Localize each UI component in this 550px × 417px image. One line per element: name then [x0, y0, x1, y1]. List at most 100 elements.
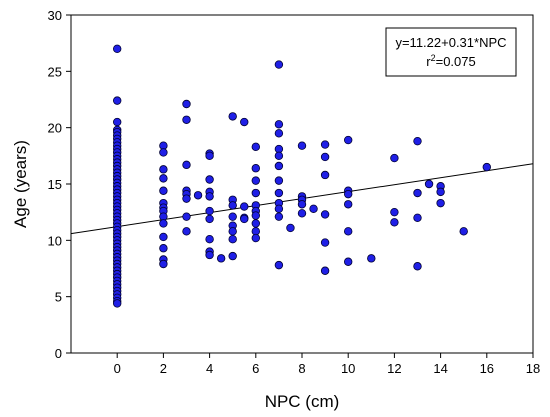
r-squared-value: r2=0.075	[426, 53, 475, 69]
regression-equation: y=11.22+0.31*NPC	[395, 35, 506, 50]
data-point	[240, 214, 249, 224]
data-point	[390, 218, 399, 227]
y-axis-label: Age (years)	[11, 140, 30, 228]
data-point	[274, 176, 284, 185]
data-point	[251, 176, 260, 185]
y-tick-label: 5	[55, 290, 62, 305]
annotation-box	[385, 27, 517, 77]
data-point	[297, 209, 307, 218]
data-point	[182, 212, 191, 221]
data-point	[344, 200, 353, 209]
data-point	[205, 214, 214, 224]
x-tick-label: 8	[298, 361, 305, 376]
data-point	[320, 140, 330, 149]
data-points	[112, 44, 491, 308]
data-point	[320, 238, 330, 247]
data-point	[251, 211, 260, 220]
data-point	[274, 212, 284, 221]
data-point	[320, 210, 330, 219]
data-point	[320, 152, 330, 162]
y-axis-ticks: 0 5 10 15 20 25 30	[48, 8, 71, 361]
x-tick-label: 6	[252, 361, 259, 376]
data-point	[286, 223, 295, 233]
data-point	[482, 162, 491, 172]
y-tick-label: 15	[48, 177, 62, 192]
data-point	[159, 148, 168, 157]
x-axis-ticks: 0 2 4 6 8 10 12 14 16 18	[114, 353, 540, 376]
y-tick-label: 20	[48, 121, 62, 136]
data-point	[228, 227, 237, 236]
data-point	[205, 175, 214, 184]
data-point	[228, 251, 237, 261]
data-point	[205, 192, 214, 201]
data-point	[251, 233, 260, 243]
data-point	[274, 60, 284, 69]
data-point	[390, 153, 399, 163]
x-tick-label: 12	[387, 361, 401, 376]
data-point	[413, 136, 422, 146]
x-tick-label: 4	[206, 361, 213, 376]
r-squared-superscript: 2	[431, 53, 436, 63]
data-point	[112, 117, 122, 127]
x-tick-label: 18	[526, 361, 540, 376]
data-point	[240, 117, 249, 127]
data-point	[297, 200, 307, 209]
x-tick-label: 2	[160, 361, 167, 376]
data-point	[112, 44, 122, 53]
data-point	[274, 260, 284, 270]
data-point	[424, 179, 434, 189]
data-point	[390, 207, 399, 217]
data-point	[205, 206, 214, 216]
x-axis-label: NPC (cm)	[265, 392, 340, 411]
data-point	[205, 250, 214, 260]
data-point	[274, 188, 284, 198]
x-tick-label: 14	[433, 361, 447, 376]
x-tick-label: 16	[480, 361, 494, 376]
data-point	[112, 299, 122, 308]
data-point	[436, 198, 445, 208]
data-point	[159, 186, 168, 195]
data-point	[182, 99, 191, 109]
data-point	[228, 112, 237, 121]
data-point	[274, 120, 284, 129]
data-point	[459, 227, 468, 236]
data-point	[159, 259, 168, 269]
data-point	[251, 188, 260, 198]
data-point	[413, 188, 422, 198]
data-point	[274, 204, 284, 213]
data-point	[193, 191, 203, 200]
data-point	[182, 194, 191, 203]
regression-annotation: y=11.22+0.31*NPC r2=0.075	[385, 27, 517, 77]
x-tick-label: 10	[341, 361, 355, 376]
data-point	[159, 244, 168, 253]
data-point	[344, 227, 353, 236]
x-tick-label: 0	[114, 361, 121, 376]
data-point	[344, 135, 353, 145]
data-point	[320, 170, 330, 180]
data-point	[320, 266, 330, 275]
data-point	[297, 141, 307, 150]
data-point	[344, 189, 353, 199]
data-point	[344, 257, 353, 266]
data-point	[413, 213, 422, 222]
y-tick-label: 0	[55, 346, 62, 361]
data-point	[436, 187, 445, 197]
data-point	[216, 254, 226, 263]
data-point	[205, 235, 214, 244]
data-point	[309, 204, 318, 213]
data-point	[274, 129, 284, 138]
data-point	[274, 161, 284, 171]
data-point	[159, 219, 168, 228]
data-point	[159, 165, 168, 174]
data-point	[413, 262, 422, 271]
data-point	[205, 151, 214, 161]
data-point	[240, 202, 249, 211]
data-point	[251, 219, 260, 228]
data-point	[228, 235, 237, 244]
data-point	[112, 96, 122, 105]
data-point	[182, 227, 191, 236]
data-point	[182, 160, 191, 170]
y-tick-label: 30	[48, 8, 62, 23]
r-squared-prefix: r	[426, 54, 431, 69]
